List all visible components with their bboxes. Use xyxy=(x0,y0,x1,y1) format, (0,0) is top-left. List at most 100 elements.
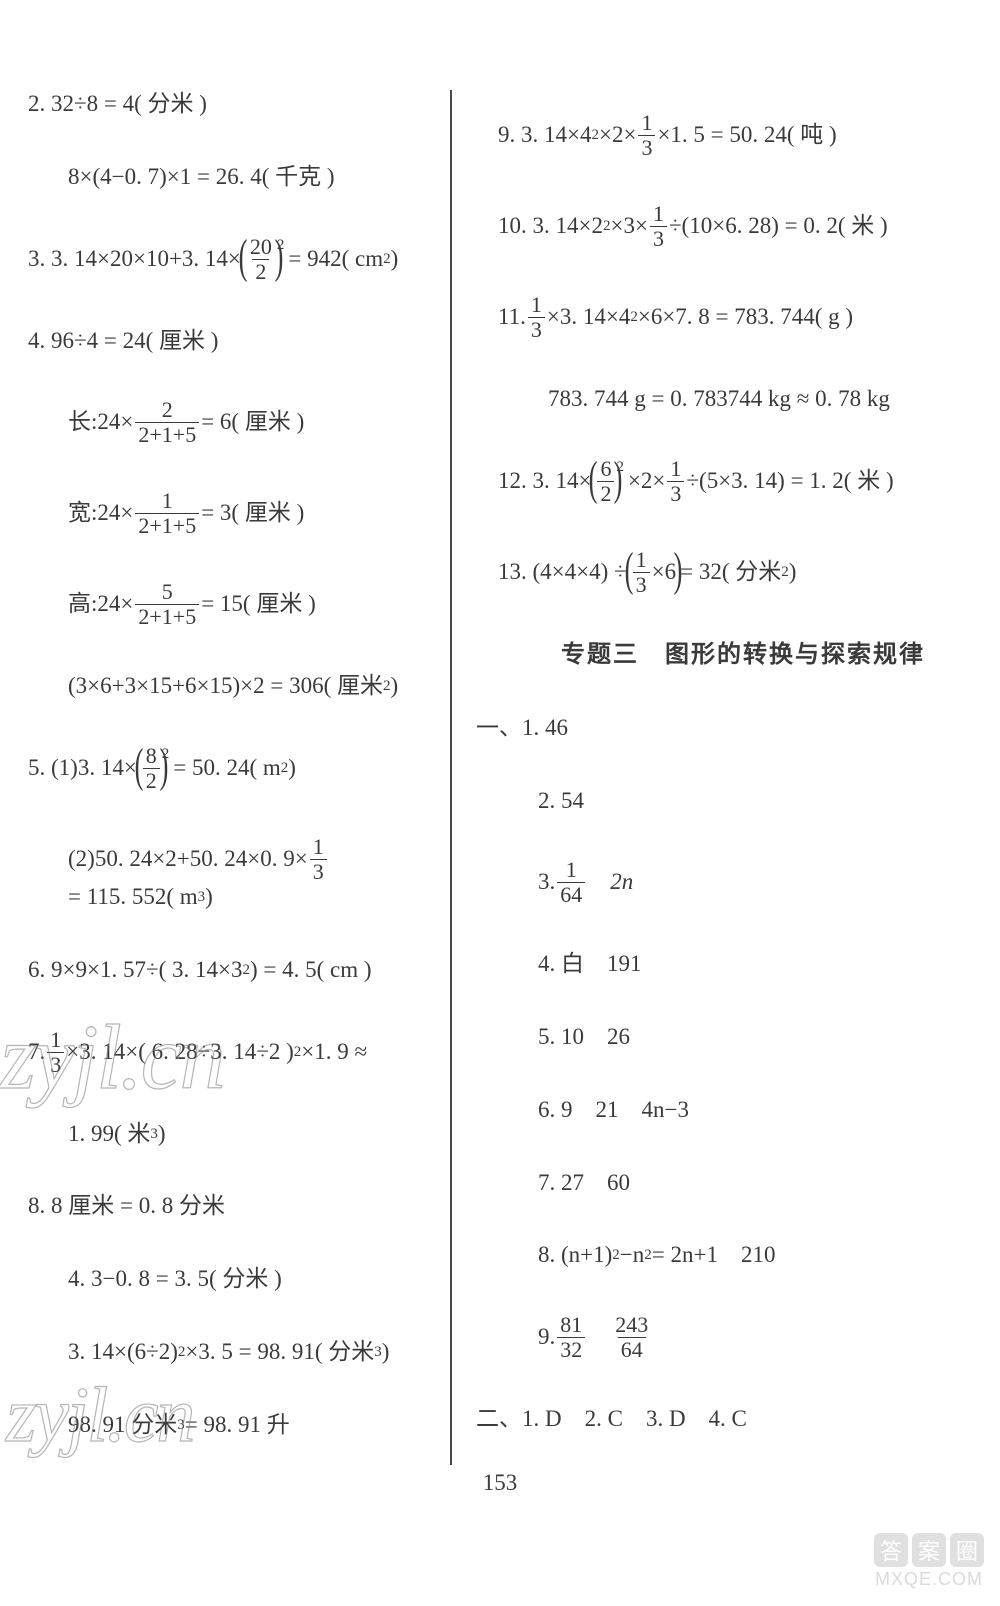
sec1-9: 9. 81 32 243 64 xyxy=(498,1314,988,1361)
numerator: 1 xyxy=(650,203,667,226)
line-2: 2. 32÷8 = 4( 分米 ) xyxy=(28,90,458,119)
text: 5. (1)3. 14× xyxy=(28,754,137,783)
text: ×2× xyxy=(628,467,665,496)
numerator: 5 xyxy=(159,581,176,604)
line-8a: 8. 8 厘米 = 0. 8 分米 xyxy=(28,1192,458,1221)
denominator: 3 xyxy=(650,226,667,250)
text: = 32( 分米 xyxy=(680,558,781,587)
text: (3×6+3×15+6×15)×2 = 306( 厘米 xyxy=(68,672,383,701)
denominator: 2+1+5 xyxy=(135,422,199,446)
text: 6. 9×9×1. 57÷( 3. 14×3 xyxy=(28,956,242,985)
denominator: 2 xyxy=(597,481,614,505)
denominator: 2+1+5 xyxy=(135,513,199,537)
text: 98. 91 分米 xyxy=(68,1411,177,1440)
text: = 2n+1 210 xyxy=(652,1241,776,1270)
exponent: 2 xyxy=(781,563,789,582)
sec1-7: 7. 27 60 xyxy=(498,1169,988,1198)
fraction: 1 3 xyxy=(47,1029,64,1076)
exponent: 2 xyxy=(603,217,611,236)
right-column: 9. 3. 14×42×2× 1 3 ×1. 5 = 50. 24( 吨 ) 1… xyxy=(468,90,988,1490)
line-4-len: 长:24× 2 2+1+5 = 6( 厘米 ) xyxy=(28,399,458,446)
denominator: 64 xyxy=(557,882,585,906)
site-stamp: 答 案 圈 MXQE.COM xyxy=(874,1533,984,1590)
text: ÷(10×6. 28) = 0. 2( 米 ) xyxy=(669,212,888,241)
sec1-2: 2. 54 xyxy=(498,787,988,816)
text: = 115. 552( m xyxy=(68,883,198,912)
left-column: 2. 32÷8 = 4( 分米 ) 8×(4−0. 7)×1 = 26. 4( … xyxy=(28,90,468,1490)
stamp-badges: 答 案 圈 xyxy=(874,1533,984,1567)
numerator: 1 xyxy=(159,490,176,513)
line-4-hei: 高:24× 5 2+1+5 = 15( 厘米 ) xyxy=(28,581,458,628)
text: 9. 3. 14×4 xyxy=(498,121,591,150)
text: 3. xyxy=(538,868,555,897)
fraction: 243 64 xyxy=(612,1314,651,1361)
line-7b: 1. 99( 米3 ) xyxy=(28,1120,458,1149)
fraction: 8 2 xyxy=(143,745,160,792)
column-divider xyxy=(450,90,452,1465)
exponent: 2 xyxy=(178,1343,186,1362)
numerator: 1 xyxy=(563,859,580,882)
exponent: 2 xyxy=(591,126,599,145)
text: 宽:24× xyxy=(68,499,133,528)
text: 3. 3. 14×20×10+3. 14× xyxy=(28,245,241,274)
line-4-area: (3×6+3×15+6×15)×2 = 306( 厘米2 ) xyxy=(28,672,458,701)
sec1-6: 6. 9 21 4n−3 xyxy=(498,1096,988,1125)
denominator: 2 xyxy=(252,259,269,283)
exponent: 2 xyxy=(644,1246,652,1265)
text: ) xyxy=(382,1338,390,1367)
stamp-char: 答 xyxy=(874,1533,908,1567)
line-2b: 8×(4−0. 7)×1 = 26. 4( 千克 ) xyxy=(28,163,458,192)
text: = 3( 厘米 ) xyxy=(201,499,304,528)
denominator: 3 xyxy=(633,572,650,596)
fraction: 2 2+1+5 xyxy=(135,399,199,446)
numerator: 1 xyxy=(638,112,655,135)
denominator: 64 xyxy=(618,1337,646,1361)
exponent: 3 xyxy=(150,1125,158,1144)
exponent: 2 xyxy=(616,458,624,477)
lparen-icon: ( xyxy=(589,460,598,498)
exponent: 2 xyxy=(383,677,391,696)
fraction: 1 3 xyxy=(633,549,650,596)
line-4: 4. 96÷4 = 24( 厘米 ) xyxy=(28,327,458,356)
numerator: 81 xyxy=(557,1314,585,1337)
text: ×1. 5 = 50. 24( 吨 ) xyxy=(657,121,836,150)
text: 长:24× xyxy=(68,408,133,437)
line-6: 6. 9×9×1. 57÷( 3. 14×32 ) = 4. 5( cm ) xyxy=(28,956,458,985)
text: = 50. 24( m xyxy=(173,754,281,783)
line-3: 3. 3. 14×20×10+3. 14× ( 20 2 ) 2 = 942( … xyxy=(28,236,458,283)
sec1-4: 4. 白 191 xyxy=(498,950,988,979)
fraction: 6 2 xyxy=(597,458,614,505)
text: ÷(5×3. 14) = 1. 2( 米 ) xyxy=(686,467,893,496)
lparen-icon: ( xyxy=(238,238,247,276)
exponent: 2 xyxy=(242,961,250,980)
fraction: 1 64 xyxy=(557,859,585,906)
exponent: 2 xyxy=(630,308,638,327)
text: 8. (n+1) xyxy=(538,1241,612,1270)
sec2: 二、1. D 2. C 3. D 4. C xyxy=(476,1405,988,1434)
numerator: 6 xyxy=(597,458,614,481)
line-9: 9. 3. 14×42×2× 1 3 ×1. 5 = 50. 24( 吨 ) xyxy=(498,112,988,159)
fraction: 1 3 xyxy=(638,112,655,159)
line-8c: 3. 14×(6÷2)2×3. 5 = 98. 91( 分米3 ) xyxy=(28,1338,458,1367)
text: ) = 4. 5( cm ) xyxy=(250,956,372,985)
line-12: 12. 3. 14× ( 6 2 ) 2 ×2× 1 3 ÷(5×3. 14) … xyxy=(498,458,988,505)
exponent: 2 xyxy=(294,1043,302,1062)
text: −n xyxy=(620,1241,644,1270)
text: ×2× xyxy=(599,121,636,150)
numerator: 8 xyxy=(143,745,160,768)
fraction: 20 2 xyxy=(247,236,275,283)
sec1-8: 8. (n+1)2−n2 = 2n+1 210 xyxy=(498,1241,988,1270)
denominator: 32 xyxy=(557,1337,585,1361)
text: ×6 xyxy=(652,558,676,587)
exponent: 2 xyxy=(277,236,285,255)
numerator: 20 xyxy=(247,236,275,259)
text: ) xyxy=(391,245,399,274)
line-5-1: 5. (1)3. 14× ( 8 2 ) 2 = 50. 24( m2 ) xyxy=(28,745,458,792)
spacer xyxy=(587,1323,610,1352)
text: 1. 99( 米 xyxy=(68,1120,150,1149)
line-13: 13. (4×4×4) ÷ ( 1 3 ×6 ) = 32( 分米2 ) xyxy=(498,549,988,596)
text: 3. 14×(6÷2) xyxy=(68,1338,178,1367)
text: ×3. 5 = 98. 91( 分米 xyxy=(185,1338,374,1367)
text: 7. xyxy=(28,1038,45,1067)
numerator: 243 xyxy=(612,1314,651,1337)
